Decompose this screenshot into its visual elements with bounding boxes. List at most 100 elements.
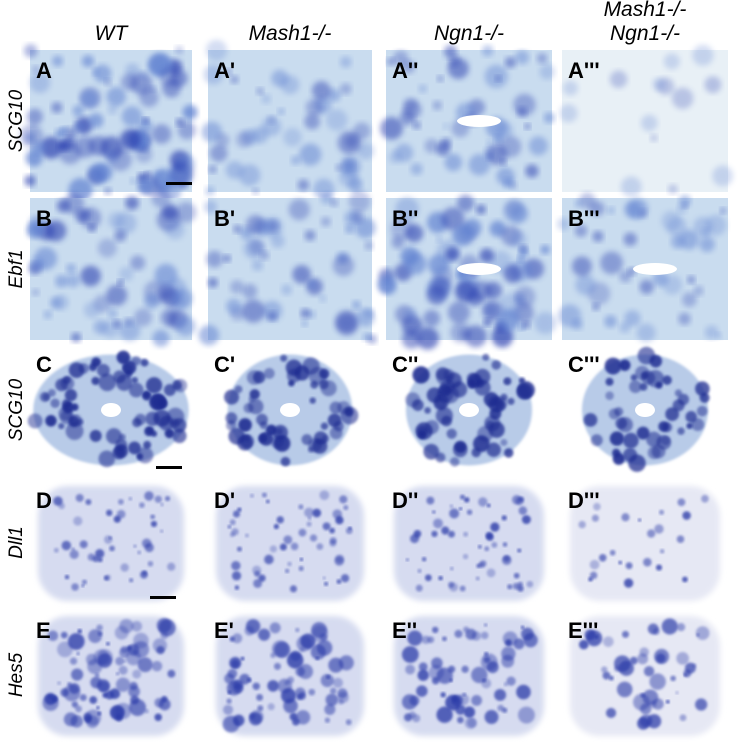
stain <box>501 515 507 521</box>
stain <box>267 311 278 321</box>
stain <box>649 354 663 368</box>
stain <box>24 175 36 187</box>
stain <box>520 625 525 630</box>
stain <box>618 560 623 565</box>
stain <box>246 370 262 385</box>
stain <box>144 709 149 714</box>
stain <box>172 428 187 444</box>
stain <box>81 584 85 588</box>
stain <box>652 77 666 91</box>
stain <box>466 509 473 515</box>
stain <box>97 557 103 563</box>
stain <box>238 418 252 432</box>
stain <box>234 585 240 590</box>
stain <box>325 109 348 131</box>
stain <box>231 659 240 668</box>
stain <box>115 672 120 676</box>
stain <box>426 496 435 505</box>
stain <box>415 584 423 592</box>
stain <box>242 283 258 299</box>
stain <box>299 646 305 653</box>
stain <box>77 629 82 634</box>
stain <box>301 320 308 327</box>
stain <box>119 647 130 658</box>
stain <box>517 381 535 399</box>
stain <box>401 694 418 710</box>
stain <box>462 553 469 560</box>
stain <box>503 378 510 385</box>
image-panel <box>26 188 197 347</box>
stain <box>67 682 72 687</box>
stain <box>603 636 614 647</box>
stain <box>107 105 118 115</box>
stain <box>64 574 70 580</box>
stain <box>177 121 197 140</box>
stain <box>106 509 113 516</box>
image-panel <box>216 486 364 601</box>
stain <box>655 381 663 389</box>
stain <box>131 620 143 632</box>
stain <box>652 271 669 287</box>
stain <box>432 100 442 111</box>
stain <box>167 562 176 571</box>
stain <box>319 295 327 303</box>
stain <box>239 673 251 685</box>
stain <box>693 216 713 237</box>
stain <box>160 529 164 533</box>
stain <box>517 255 525 263</box>
stain <box>471 694 483 706</box>
stain <box>309 397 316 404</box>
stain <box>559 104 578 123</box>
stain <box>517 581 523 587</box>
stain <box>640 114 658 132</box>
stain <box>434 397 447 411</box>
stain <box>441 385 460 404</box>
stain <box>206 250 223 268</box>
stain <box>43 310 53 319</box>
stain <box>591 514 599 522</box>
row-label: Ebf1 <box>6 249 27 288</box>
stain <box>665 407 680 421</box>
stain <box>339 495 348 504</box>
stain <box>539 64 555 80</box>
stain <box>656 653 666 663</box>
stain <box>340 83 352 95</box>
stain <box>647 714 662 729</box>
stain <box>308 688 316 696</box>
stain <box>643 557 652 567</box>
stain <box>637 518 642 522</box>
stain <box>114 229 127 242</box>
stain <box>699 236 715 253</box>
stain <box>479 248 494 263</box>
stain <box>160 502 164 507</box>
stain <box>55 128 66 139</box>
stain <box>484 623 488 627</box>
stain <box>311 625 329 643</box>
stain <box>426 284 447 305</box>
stain <box>417 430 427 439</box>
stain <box>449 508 460 519</box>
stain <box>574 224 588 238</box>
stain <box>60 631 68 639</box>
stain <box>407 630 423 646</box>
stain <box>600 251 623 275</box>
column-header: Ngn1-/- <box>610 22 680 45</box>
stain <box>701 494 709 503</box>
stain <box>607 206 615 215</box>
stain <box>233 679 243 690</box>
stain <box>139 502 145 508</box>
stain <box>356 308 375 327</box>
stain <box>592 230 604 243</box>
stain <box>288 198 310 221</box>
stain <box>464 325 487 348</box>
stain <box>463 706 476 718</box>
stain <box>76 652 80 656</box>
stain <box>513 286 536 308</box>
stain <box>687 275 696 284</box>
stain <box>506 676 516 686</box>
stain <box>312 508 322 518</box>
stain <box>405 664 416 675</box>
stain <box>543 112 555 124</box>
stain <box>251 127 269 144</box>
stain <box>57 641 73 658</box>
